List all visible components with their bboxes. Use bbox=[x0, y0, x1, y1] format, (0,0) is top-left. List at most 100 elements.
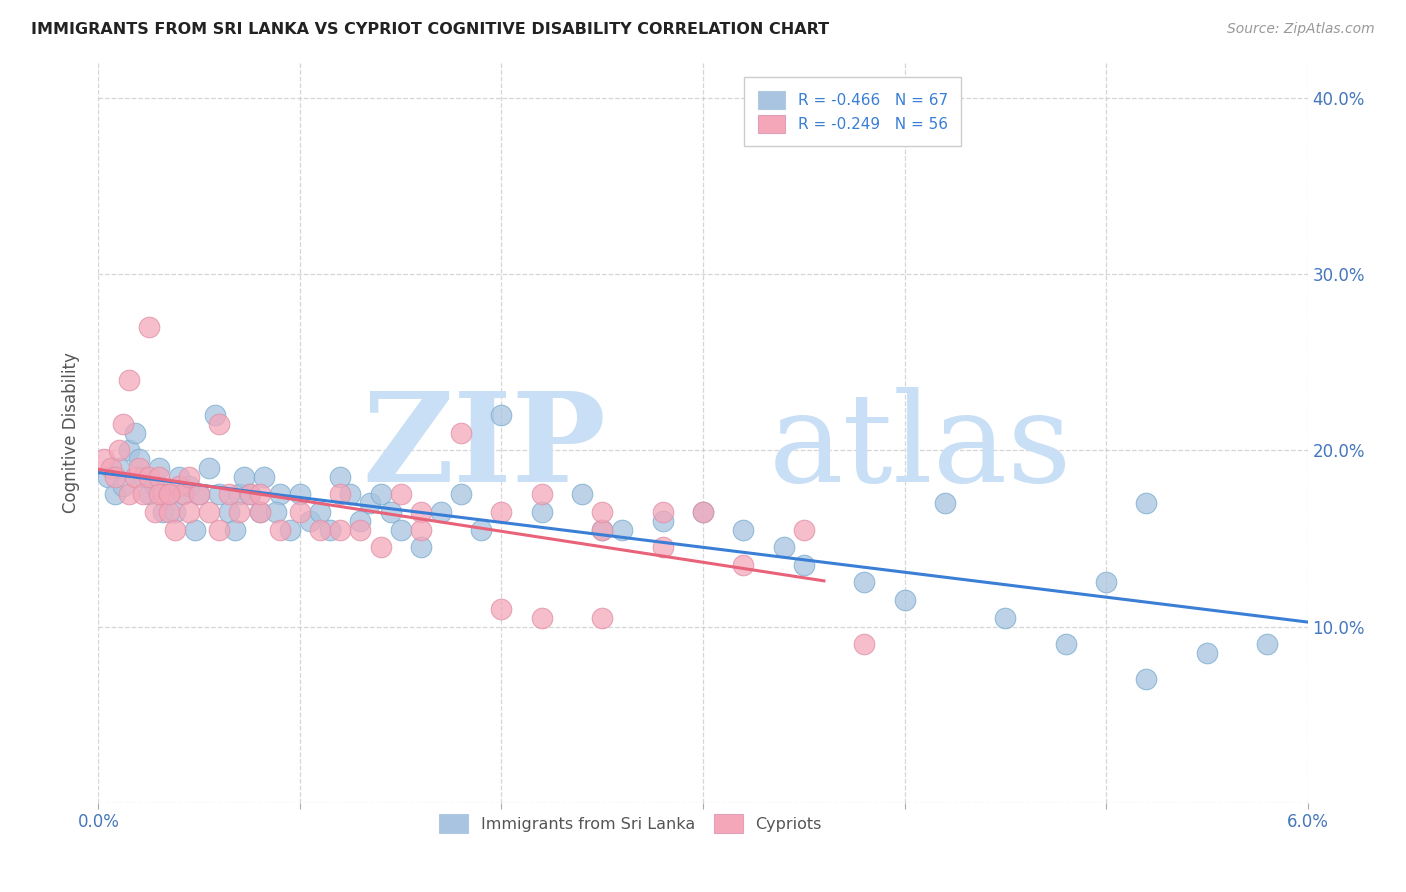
Point bbox=[167, 478, 190, 492]
Point bbox=[97, 469, 120, 483]
Point bbox=[1195, 646, 1218, 660]
Point bbox=[269, 487, 291, 501]
Point bbox=[228, 505, 250, 519]
Point bbox=[111, 478, 134, 492]
Point bbox=[128, 461, 150, 475]
Point bbox=[409, 505, 432, 519]
Point bbox=[138, 487, 160, 501]
Point bbox=[107, 461, 129, 475]
Point bbox=[309, 523, 332, 537]
Point bbox=[591, 505, 613, 519]
Point bbox=[853, 637, 876, 651]
Point bbox=[138, 469, 160, 483]
Point bbox=[264, 505, 287, 519]
Point bbox=[1135, 496, 1157, 510]
Point bbox=[530, 505, 553, 519]
Point bbox=[793, 558, 815, 572]
Point bbox=[218, 505, 240, 519]
Point bbox=[651, 514, 673, 528]
Point bbox=[239, 487, 262, 501]
Point bbox=[198, 461, 221, 475]
Point bbox=[249, 487, 271, 501]
Point bbox=[111, 417, 134, 431]
Point bbox=[269, 523, 291, 537]
Point bbox=[278, 523, 301, 537]
Point bbox=[360, 496, 382, 510]
Point bbox=[124, 425, 146, 440]
Point bbox=[132, 469, 155, 483]
Point bbox=[148, 469, 170, 483]
Point bbox=[188, 487, 211, 501]
Point bbox=[491, 408, 513, 422]
Point bbox=[1095, 575, 1118, 590]
Text: Source: ZipAtlas.com: Source: ZipAtlas.com bbox=[1227, 22, 1375, 37]
Point bbox=[239, 487, 262, 501]
Point bbox=[491, 505, 513, 519]
Point bbox=[409, 540, 432, 554]
Text: atlas: atlas bbox=[769, 387, 1073, 508]
Point bbox=[179, 469, 201, 483]
Point bbox=[591, 523, 613, 537]
Point bbox=[389, 523, 412, 537]
Point bbox=[184, 523, 207, 537]
Point bbox=[370, 487, 392, 501]
Point bbox=[692, 505, 714, 519]
Legend: Immigrants from Sri Lanka, Cypriots: Immigrants from Sri Lanka, Cypriots bbox=[433, 808, 828, 839]
Point bbox=[198, 505, 221, 519]
Point bbox=[491, 602, 513, 616]
Point bbox=[179, 505, 201, 519]
Point bbox=[349, 523, 371, 537]
Point bbox=[93, 452, 115, 467]
Point bbox=[118, 487, 141, 501]
Point bbox=[253, 469, 276, 483]
Point bbox=[1054, 637, 1077, 651]
Point bbox=[208, 417, 231, 431]
Point bbox=[172, 487, 194, 501]
Point bbox=[132, 487, 155, 501]
Point bbox=[163, 523, 186, 537]
Point bbox=[288, 505, 311, 519]
Point bbox=[893, 593, 915, 607]
Point bbox=[733, 523, 755, 537]
Point bbox=[107, 443, 129, 458]
Text: ZIP: ZIP bbox=[363, 387, 606, 508]
Point bbox=[148, 487, 170, 501]
Point bbox=[188, 487, 211, 501]
Point bbox=[124, 469, 146, 483]
Point bbox=[853, 575, 876, 590]
Point bbox=[329, 523, 352, 537]
Point bbox=[103, 487, 125, 501]
Point bbox=[204, 408, 226, 422]
Point bbox=[249, 505, 271, 519]
Point bbox=[380, 505, 402, 519]
Point bbox=[450, 425, 472, 440]
Point bbox=[143, 478, 166, 492]
Point bbox=[733, 558, 755, 572]
Point bbox=[249, 505, 271, 519]
Point bbox=[128, 452, 150, 467]
Point bbox=[470, 523, 492, 537]
Point bbox=[329, 487, 352, 501]
Point bbox=[208, 487, 231, 501]
Point bbox=[1256, 637, 1278, 651]
Point bbox=[934, 496, 956, 510]
Point bbox=[349, 514, 371, 528]
Point bbox=[288, 487, 311, 501]
Point bbox=[571, 487, 593, 501]
Point bbox=[370, 540, 392, 554]
Point bbox=[309, 505, 332, 519]
Point bbox=[224, 523, 246, 537]
Point bbox=[143, 505, 166, 519]
Point bbox=[612, 523, 634, 537]
Y-axis label: Cognitive Disability: Cognitive Disability bbox=[62, 352, 80, 513]
Point bbox=[530, 610, 553, 624]
Point bbox=[772, 540, 794, 554]
Point bbox=[994, 610, 1017, 624]
Point bbox=[138, 319, 160, 334]
Point bbox=[530, 487, 553, 501]
Point bbox=[329, 469, 352, 483]
Point bbox=[339, 487, 361, 501]
Point bbox=[157, 487, 180, 501]
Point bbox=[179, 478, 201, 492]
Text: IMMIGRANTS FROM SRI LANKA VS CYPRIOT COGNITIVE DISABILITY CORRELATION CHART: IMMIGRANTS FROM SRI LANKA VS CYPRIOT COG… bbox=[31, 22, 830, 37]
